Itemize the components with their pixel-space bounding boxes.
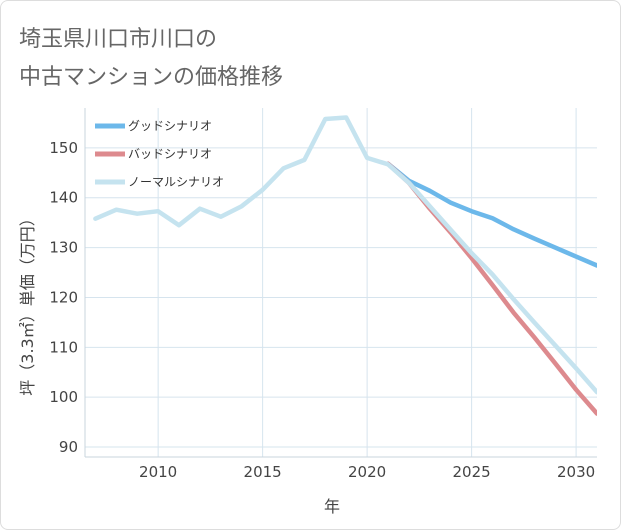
series-line-bad <box>385 161 597 416</box>
legend-label-bad: バッドシナリオ <box>128 147 212 161</box>
legend-label-normal: ノーマルシナリオ <box>128 175 224 189</box>
y-tick-label: 140 <box>49 189 78 207</box>
chart-title-line-1: 埼玉県川口市川口の <box>19 27 218 52</box>
x-tick-label: 2015 <box>244 463 282 481</box>
legend-label-good: グッドシナリオ <box>128 119 212 133</box>
x-tick-label: 2010 <box>139 463 177 481</box>
y-tick-label: 130 <box>49 239 78 257</box>
series-line-normal <box>93 115 597 395</box>
y-tick-label: 110 <box>49 338 78 356</box>
series-lines <box>93 115 597 416</box>
grid <box>84 108 597 458</box>
axis-ticks: 2010 2015 2020 2025 2030 90 100 110 120 130 140 150 <box>49 139 595 481</box>
chart-title-line-2: 中古マンションの価格推移 <box>19 65 284 90</box>
x-tick-label: 2025 <box>453 463 491 481</box>
series-line-good <box>385 161 597 268</box>
y-tick-label: 90 <box>59 438 78 456</box>
x-tick-label: 2020 <box>348 463 386 481</box>
x-tick-label: 2030 <box>557 463 595 481</box>
y-tick-label: 150 <box>49 139 78 157</box>
x-axis-label: 年 <box>324 497 340 516</box>
y-axis-label: 坪（3.3㎡）単価（万円） <box>18 210 37 395</box>
y-tick-label: 100 <box>49 388 78 406</box>
y-tick-label: 120 <box>49 288 78 306</box>
